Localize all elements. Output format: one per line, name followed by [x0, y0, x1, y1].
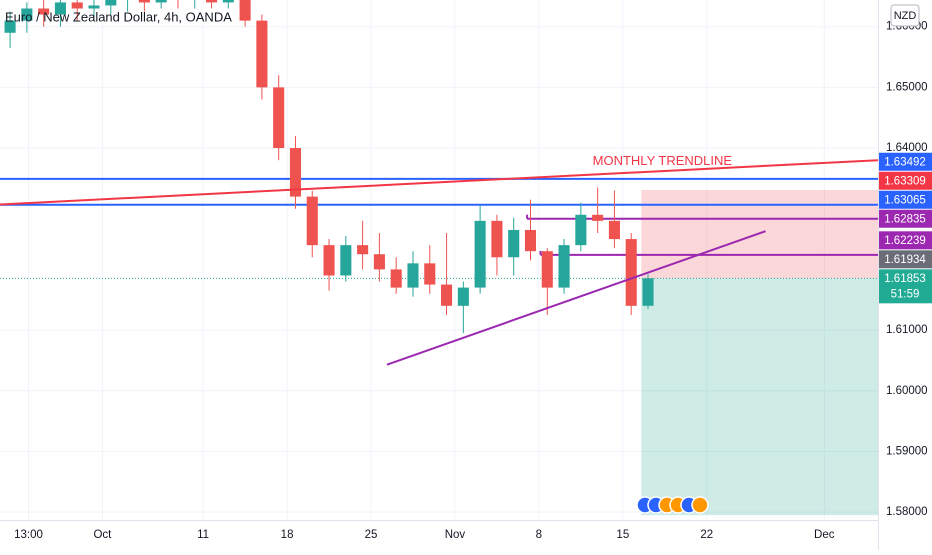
- candle-body: [608, 220, 620, 240]
- candle-body: [54, 2, 66, 15]
- x-tick-label: 11: [197, 529, 209, 541]
- candle-body: [155, 0, 167, 3]
- candle-body: [524, 229, 537, 252]
- candle-body: [21, 8, 33, 21]
- y-tick-label: 1.64000: [886, 142, 928, 154]
- price-label: 1.63492: [884, 156, 926, 168]
- currency-badge[interactable]: [890, 4, 920, 27]
- candle-body: [457, 287, 469, 306]
- x-tick-label: 15: [616, 529, 629, 541]
- candle-body: [340, 245, 352, 276]
- price-label-bg: [879, 171, 932, 190]
- price-label-bg: [879, 190, 932, 209]
- time-axis-panel[interactable]: [0, 520, 878, 550]
- candle-body: [4, 20, 16, 33]
- candle-body: [256, 20, 268, 88]
- candle-body: [273, 87, 285, 149]
- candle-body: [88, 5, 100, 9]
- x-tick-label: 25: [365, 529, 378, 541]
- x-tick-label: 22: [700, 529, 713, 541]
- candle-body: [491, 220, 503, 258]
- price-label: 1.61853: [884, 273, 926, 285]
- candle-body: [558, 245, 570, 288]
- trendline: [386, 230, 766, 366]
- candle-body: [105, 0, 117, 6]
- candle-body: [71, 2, 83, 9]
- chart-title: Euro / New Zealand Dollar, 4h, OANDA: [5, 9, 232, 24]
- candle-body: [625, 239, 637, 306]
- event-icon[interactable]: [691, 496, 709, 514]
- price-label-bg: [879, 250, 932, 269]
- price-label: 1.63065: [884, 194, 926, 206]
- candle-body: [323, 245, 335, 276]
- price-label-bg: [879, 209, 932, 228]
- y-tick-label: 1.58000: [886, 506, 928, 518]
- candle-body: [289, 148, 302, 197]
- trendline-label: MONTHLY TRENDLINE: [593, 153, 733, 168]
- price-label-bg: [879, 152, 932, 171]
- target-zone: [641, 278, 878, 516]
- axes: 1.660001.650001.640001.610001.600001.590…: [14, 21, 932, 541]
- x-tick-label: 18: [281, 529, 294, 541]
- currency-label: NZD: [894, 10, 917, 22]
- candle-body: [541, 251, 553, 288]
- x-tick-label: Nov: [445, 529, 466, 541]
- y-tick-label: 1.60000: [886, 385, 928, 397]
- x-tick-label: Dec: [814, 529, 835, 541]
- candle-body: [508, 229, 520, 258]
- candle-body: [306, 196, 318, 246]
- candle-body: [592, 214, 604, 221]
- price-label: 1.61934: [884, 254, 926, 266]
- candle-body: [407, 263, 419, 288]
- y-tick-label: 1.59000: [886, 445, 928, 457]
- price-label: 1.63309: [884, 175, 926, 187]
- event-icons[interactable]: [636, 496, 709, 514]
- price-label: 1.62239: [884, 235, 926, 247]
- candle-body: [38, 8, 50, 15]
- trendline: [0, 159, 878, 206]
- y-tick-label: 1.65000: [886, 81, 928, 93]
- x-tick-label: Oct: [93, 529, 112, 541]
- price-label-bg: [879, 269, 932, 304]
- y-tick-label: 1.61000: [886, 324, 928, 336]
- candle-body: [357, 245, 369, 255]
- countdown: 51:59: [891, 288, 920, 300]
- candle-body: [474, 220, 486, 288]
- candle-body: [239, 0, 251, 21]
- price-label: 1.62835: [884, 213, 926, 225]
- candle-body: [373, 254, 385, 270]
- candle-body: [575, 214, 587, 246]
- x-tick-label: 8: [536, 529, 542, 541]
- x-tick-label: 13:00: [14, 529, 43, 541]
- candle-body: [205, 0, 218, 3]
- candle-body: [441, 284, 453, 306]
- candle-body: [390, 269, 402, 288]
- plot-area: MONTHLY TRENDLINE: [0, 0, 878, 516]
- candle-body: [424, 263, 436, 285]
- candle-body: [642, 278, 654, 306]
- price-label-bg: [879, 231, 932, 250]
- candle-body: [138, 0, 150, 3]
- grid: [0, 0, 878, 520]
- candle-body: [222, 0, 234, 3]
